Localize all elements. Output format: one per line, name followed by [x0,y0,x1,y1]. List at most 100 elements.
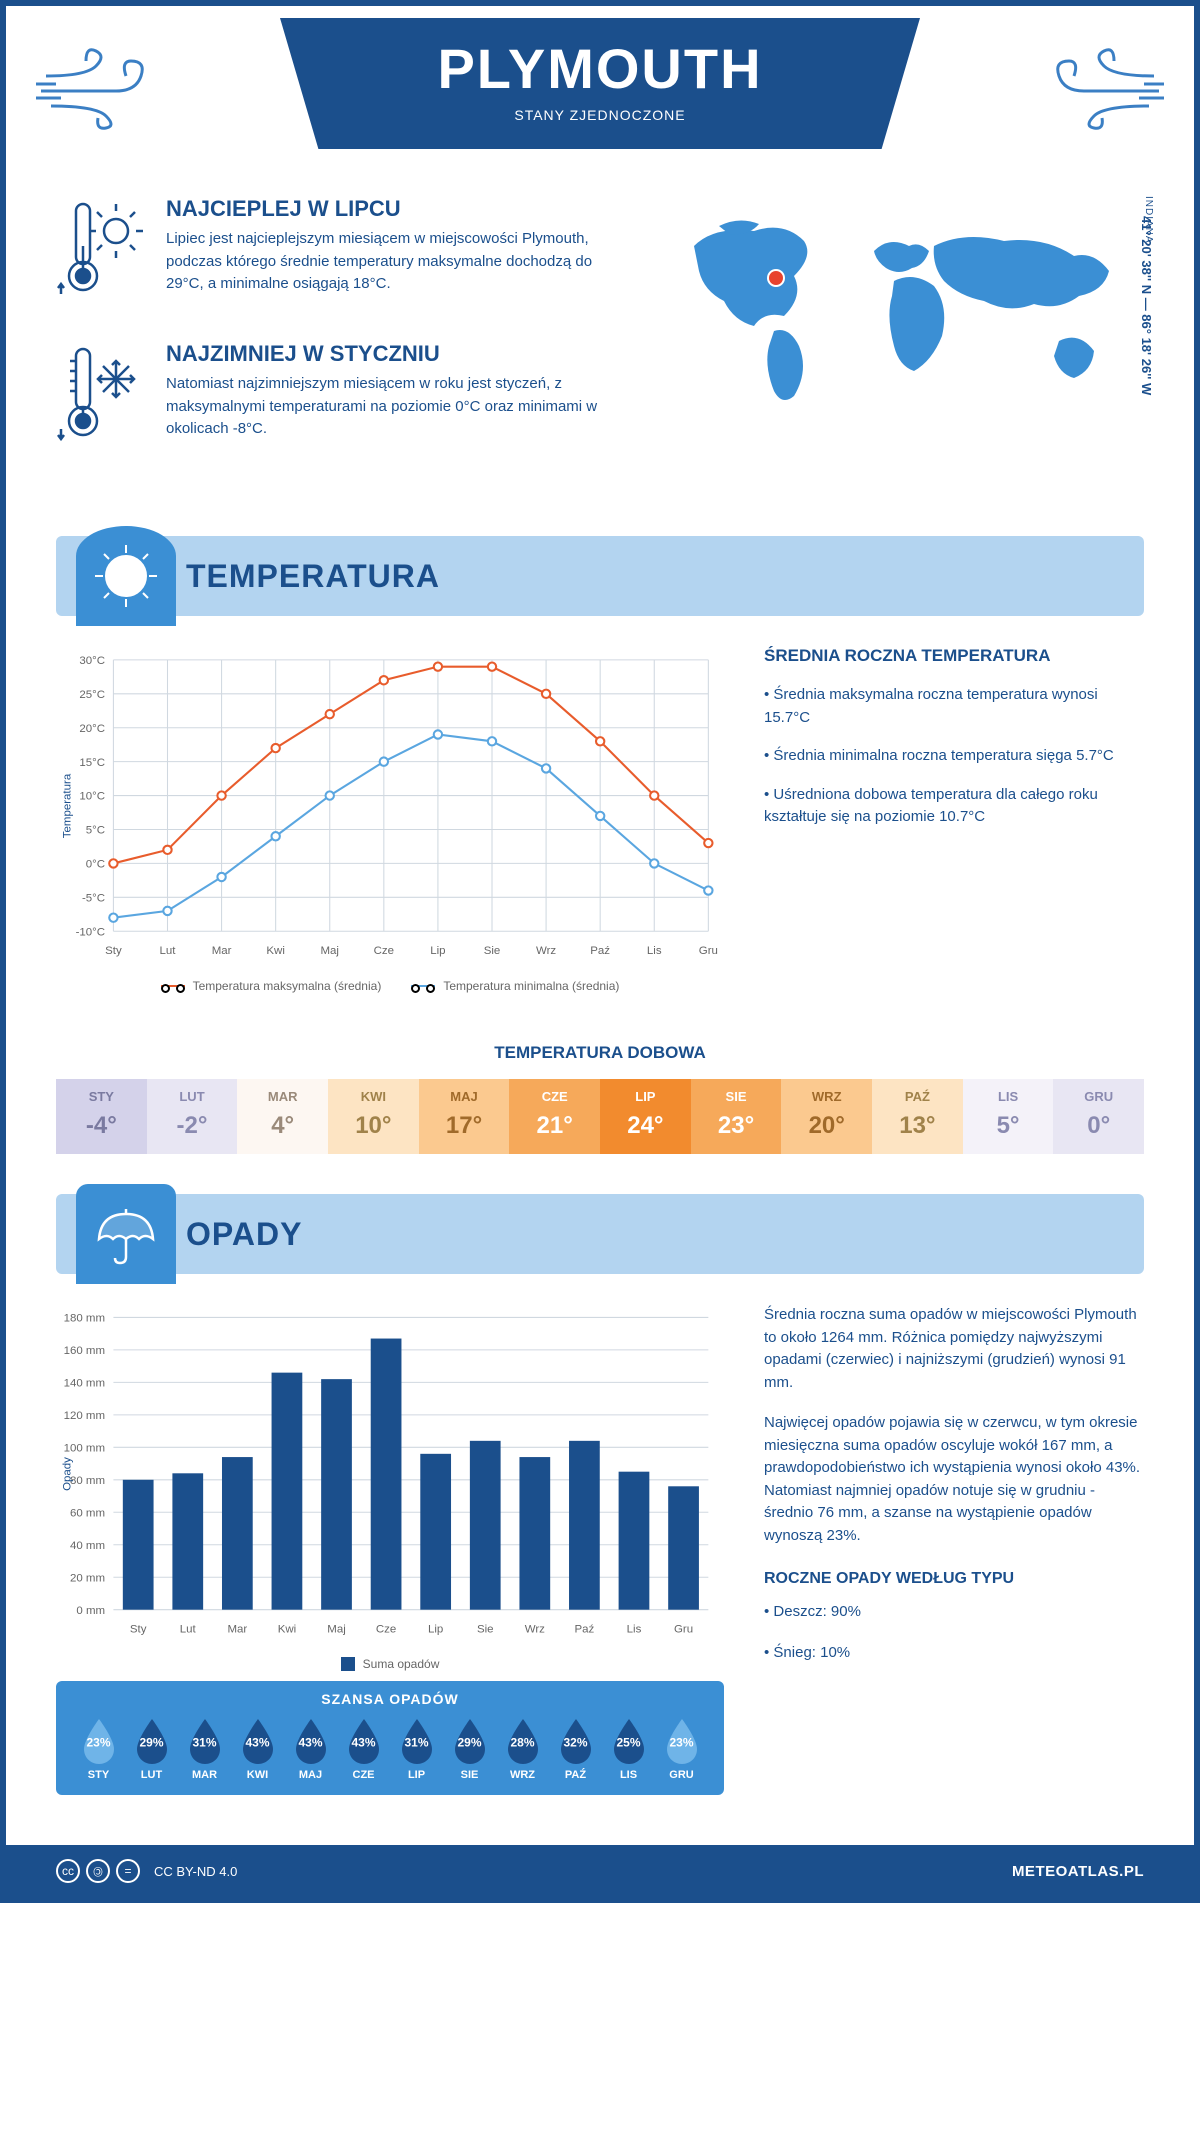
daily-cell: CZE 21° [509,1079,600,1154]
precip-legend-label: Suma opadów [363,1657,440,1671]
drop-icon: 29% [133,1717,171,1765]
daily-month: MAR [237,1089,328,1104]
svg-text:160 mm: 160 mm [64,1345,105,1357]
daily-temp: 23° [691,1112,782,1140]
chance-box: SZANSA OPADÓW 23% STY 29% LUT 31% MAR 43… [56,1681,724,1795]
svg-text:Lut: Lut [180,1624,197,1636]
chance-cell: 43% CZE [337,1717,390,1781]
temp-info-2: • Średnia minimalna roczna temperatura s… [764,745,1144,768]
daily-month: STY [56,1089,147,1104]
chance-value: 23% [86,1735,110,1749]
city-name: PLYMOUTH [280,36,920,101]
daily-month: CZE [509,1089,600,1104]
daily-temp-title: TEMPERATURA DOBOWA [6,1043,1194,1063]
svg-text:Sty: Sty [130,1624,147,1636]
svg-text:Maj: Maj [321,945,339,957]
daily-cell: WRZ 20° [781,1079,872,1154]
daily-cell: GRU 0° [1053,1079,1144,1154]
svg-text:Sie: Sie [477,1624,494,1636]
svg-text:Wrz: Wrz [525,1624,545,1636]
drop-icon: 43% [239,1717,277,1765]
daily-cell: LIP 24° [600,1079,691,1154]
daily-cell: STY -4° [56,1079,147,1154]
daily-month: PAŹ [872,1089,963,1104]
chance-cell: 43% MAJ [284,1717,337,1781]
svg-text:-10°C: -10°C [76,926,105,938]
sun-section-icon [76,526,176,626]
precip-para1: Średnia roczna suma opadów w miejscowośc… [764,1304,1144,1394]
svg-text:180 mm: 180 mm [64,1313,105,1325]
daily-temp: 17° [419,1112,510,1140]
daily-cell: SIE 23° [691,1079,782,1154]
svg-text:Wrz: Wrz [536,945,556,957]
cold-text: Natomiast najzimniejszym miesiącem w rok… [166,373,624,441]
svg-text:40 mm: 40 mm [70,1540,105,1552]
svg-text:120 mm: 120 mm [64,1410,105,1422]
chance-value: 43% [298,1735,322,1749]
svg-text:Cze: Cze [376,1624,396,1636]
site-name: METEOATLAS.PL [1012,1863,1144,1880]
drop-icon: 31% [398,1717,436,1765]
title-banner: PLYMOUTH STANY ZJEDNOCZONE [280,18,920,149]
thermometer-cold-icon [56,341,146,456]
svg-text:Kwi: Kwi [266,945,284,957]
chance-cell: 31% MAR [178,1717,231,1781]
daily-month: WRZ [781,1089,872,1104]
drop-icon: 29% [451,1717,489,1765]
footer: cc 🄯 = CC BY-ND 4.0 METEOATLAS.PL [6,1845,1194,1897]
chance-month: STY [72,1769,125,1781]
chance-value: 28% [510,1735,534,1749]
temperature-title: TEMPERATURA [186,558,440,595]
daily-month: MAJ [419,1089,510,1104]
drop-icon: 23% [80,1717,118,1765]
drop-icon: 23% [663,1717,701,1765]
daily-temp: 13° [872,1112,963,1140]
svg-text:Cze: Cze [374,945,394,957]
legend-min-label: Temperatura minimalna (średnia) [443,979,619,993]
chance-value: 43% [351,1735,375,1749]
daily-temp: 21° [509,1112,600,1140]
chance-value: 31% [404,1735,428,1749]
chance-value: 29% [139,1735,163,1749]
precip-snow: • Śnieg: 10% [764,1642,1144,1665]
temp-info-title: ŚREDNIA ROCZNA TEMPERATURA [764,646,1144,666]
precip-rain: • Deszcz: 90% [764,1601,1144,1624]
drop-icon: 25% [610,1717,648,1765]
chance-cell: 23% STY [72,1717,125,1781]
svg-text:20°C: 20°C [79,723,105,735]
map-area: INDIANA 41° 20' 38'' N — 86° 18' 26'' W [664,196,1144,486]
chance-month: PAŹ [549,1769,602,1781]
country-name: STANY ZJEDNOCZONE [280,107,920,123]
daily-month: SIE [691,1089,782,1104]
license-block: cc 🄯 = CC BY-ND 4.0 [56,1859,237,1883]
chance-cell: 29% LUT [125,1717,178,1781]
precip-legend: Suma opadów [56,1657,724,1671]
svg-text:Sty: Sty [105,945,122,957]
svg-text:20 mm: 20 mm [70,1572,105,1584]
daily-temp: 20° [781,1112,872,1140]
intro-section: NAJCIEPLEJ W LIPCU Lipiec jest najcieple… [6,176,1194,516]
svg-text:30°C: 30°C [79,655,105,667]
svg-text:Gru: Gru [699,945,718,957]
chance-cell: 23% GRU [655,1717,708,1781]
daily-temp: 4° [237,1112,328,1140]
thermometer-hot-icon [56,196,146,311]
precip-type-title: ROCZNE OPADY WEDŁUG TYPU [764,1567,1144,1591]
daily-cell: MAJ 17° [419,1079,510,1154]
daily-temp: -4° [56,1112,147,1140]
wind-icon-left [36,36,176,136]
header: PLYMOUTH STANY ZJEDNOCZONE [6,6,1194,176]
chance-month: LUT [125,1769,178,1781]
chance-cell: 28% WRZ [496,1717,549,1781]
daily-cell: PAŹ 13° [872,1079,963,1154]
svg-text:Paź: Paź [590,945,610,957]
chance-month: SIE [443,1769,496,1781]
daily-temp: -2° [147,1112,238,1140]
world-map-icon [664,196,1144,436]
hot-text: Lipiec jest najcieplejszym miesiącem w m… [166,228,624,296]
svg-text:Mar: Mar [227,1624,247,1636]
license-text: CC BY-ND 4.0 [154,1864,237,1879]
svg-text:Mar: Mar [212,945,232,957]
svg-text:Gru: Gru [674,1624,693,1636]
temp-info: ŚREDNIA ROCZNA TEMPERATURA • Średnia mak… [764,646,1144,993]
